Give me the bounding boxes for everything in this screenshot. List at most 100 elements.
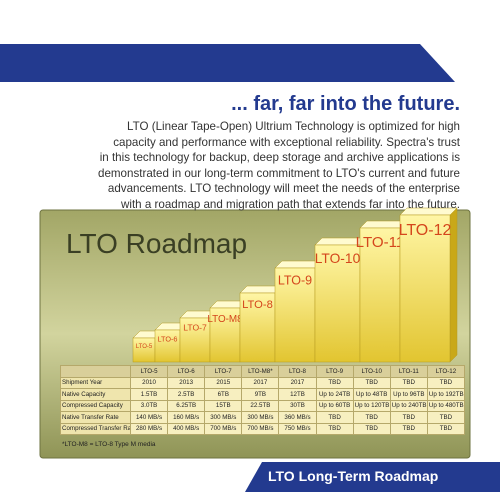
cell: TBD bbox=[352, 376, 391, 389]
body-line: demonstrated in our long-term commitment… bbox=[98, 166, 460, 180]
cell: 280 MB/s bbox=[129, 422, 169, 435]
cell: 2013 bbox=[167, 376, 206, 389]
cell: 2015 bbox=[204, 376, 243, 389]
column-header: LTO-8 bbox=[278, 365, 317, 378]
bottom-banner bbox=[245, 462, 500, 492]
cell: 2010 bbox=[129, 376, 169, 389]
block-label: LTO-8 bbox=[242, 299, 273, 311]
cell: 1.5TB bbox=[129, 388, 169, 401]
cell: 30TB bbox=[278, 399, 317, 412]
cell: 140 MB/s bbox=[129, 411, 169, 424]
block-label: LTO-M8 bbox=[207, 314, 243, 325]
cell: 9TB bbox=[241, 388, 280, 401]
block bbox=[359, 227, 401, 363]
cell: Up to 60TB bbox=[315, 399, 354, 412]
body-line: capacity and performance with exceptiona… bbox=[113, 135, 460, 149]
block bbox=[399, 214, 451, 363]
block bbox=[209, 307, 241, 363]
cell: 22.5TB bbox=[241, 399, 280, 412]
block-label: LTO-12 bbox=[399, 222, 452, 239]
cell: 15TB bbox=[204, 399, 243, 412]
cell: TBD bbox=[315, 376, 354, 389]
blocks: LTO-5LTO-6LTO-7LTO-M8LTO-8LTO-9LTO-10LTO… bbox=[132, 207, 458, 363]
cell: TBD bbox=[389, 411, 428, 424]
cell: 6.25TB bbox=[167, 399, 206, 412]
block bbox=[239, 292, 276, 363]
column-header: LTO-10 bbox=[352, 365, 391, 378]
spec-table: LTO-5 LTO-6 LTO-7 LTO-M8* LTO-8 LTO-9 LTO-10 LT… bbox=[60, 365, 466, 435]
table-row: Shipment Year 2010 2013 2015 2017 2017 TBD TBD T… bbox=[60, 376, 466, 389]
cell: 6TB bbox=[204, 388, 243, 401]
table-row: Native Capacity 1.5TB 2.5TB 6TB 9TB 12TB Up to… bbox=[60, 388, 466, 401]
row-header: Native Transfer Rate bbox=[60, 411, 131, 424]
cell: Up to 48TB bbox=[352, 388, 391, 401]
cell: 2017 bbox=[241, 376, 280, 389]
cell: 750 MB/s bbox=[278, 422, 317, 435]
table-row: Compressed Capacity 3.0TB 6.25TB 15TB 22.5TB… bbox=[60, 399, 466, 412]
row-header: Shipment Year bbox=[60, 376, 131, 389]
cell: 300 MB/s bbox=[204, 411, 243, 424]
footnote: *LTO-M8 = LTO-8 Type M media bbox=[62, 441, 156, 448]
cell: 360 MB/s bbox=[278, 411, 317, 424]
cell: Up to 96TB bbox=[389, 388, 428, 401]
cell: TBD bbox=[315, 411, 354, 424]
cell: 160 MB/s bbox=[167, 411, 206, 424]
column-header: LTO-5 bbox=[129, 365, 169, 378]
header-row: LTO-5 LTO-6 LTO-7 LTO-M8* LTO-8 LTO-9 LTO-10 LT… bbox=[60, 365, 466, 378]
block-label: LTO-10 bbox=[315, 251, 361, 266]
column-header: LTO-12 bbox=[426, 365, 466, 378]
body-line: advancements. LTO technology will meet t… bbox=[107, 182, 460, 195]
body-line: in this technology for backup, deep stor… bbox=[99, 151, 460, 164]
cell: TBD bbox=[426, 411, 466, 424]
table-row: Native Transfer Rate 140 MB/s 160 MB/s 300 … bbox=[60, 411, 466, 424]
cell: 3.0TB bbox=[129, 399, 169, 412]
body-text: LTO (Linear Tape-Open) Ultrium Technolog… bbox=[98, 119, 460, 212]
block bbox=[132, 337, 156, 363]
cell: 300 MB/s bbox=[241, 411, 280, 424]
banner-text: LTO Long-Term Roadmap bbox=[268, 468, 439, 484]
cell: Up to 240TB bbox=[389, 399, 428, 412]
cell: TBD bbox=[426, 376, 466, 389]
row-header: Compressed Capacity bbox=[60, 399, 131, 412]
roadmap-title: LTO Roadmap bbox=[66, 228, 248, 259]
cell: 700 MB/s bbox=[241, 422, 280, 435]
column-header: LTO-M8* bbox=[241, 365, 280, 378]
cell: Up to 24TB bbox=[315, 388, 354, 401]
top-banner bbox=[0, 44, 455, 82]
headline: ... far, far into the future. bbox=[231, 93, 460, 115]
row-header: Native Capacity bbox=[60, 388, 131, 401]
table-row: Compressed Transfer Rate 280 MB/s 400 MB/s… bbox=[60, 422, 466, 435]
cell: 400 MB/s bbox=[167, 422, 206, 435]
cell: TBD bbox=[352, 422, 391, 435]
column-header: LTO-6 bbox=[167, 365, 206, 378]
cell: 12TB bbox=[278, 388, 317, 401]
block-label: LTO-9 bbox=[278, 274, 312, 288]
cell: TBD bbox=[315, 422, 354, 435]
cell: Up to 120TB bbox=[352, 399, 391, 412]
block-label: LTO-5 bbox=[136, 344, 153, 350]
cell: TBD bbox=[389, 376, 428, 389]
cell: TBD bbox=[389, 422, 428, 435]
cell: 2017 bbox=[278, 376, 317, 389]
block bbox=[274, 267, 316, 363]
cell: 2.5TB bbox=[167, 388, 206, 401]
cell: 700 MB/s bbox=[204, 422, 243, 435]
cell: Up to 192TB bbox=[426, 388, 466, 401]
cell: Up to 480TB bbox=[426, 399, 466, 412]
column-header: LTO-9 bbox=[315, 365, 354, 378]
block bbox=[179, 317, 211, 363]
body-line: with a roadmap and migration path that e… bbox=[121, 197, 460, 211]
column-header: LTO-7 bbox=[204, 365, 243, 378]
corner-cell bbox=[60, 365, 131, 378]
body-line: LTO (Linear Tape-Open) Ultrium Technolog… bbox=[127, 120, 460, 133]
column-header: LTO-11 bbox=[389, 365, 428, 378]
block bbox=[314, 244, 361, 363]
block bbox=[154, 329, 181, 363]
cell: TBD bbox=[426, 422, 466, 435]
row-header: Compressed Transfer Rate bbox=[60, 422, 131, 435]
block-label: LTO-11 bbox=[356, 234, 405, 251]
cell: TBD bbox=[352, 411, 391, 424]
block-label: LTO-7 bbox=[183, 323, 207, 333]
block-label: LTO-6 bbox=[157, 334, 177, 343]
